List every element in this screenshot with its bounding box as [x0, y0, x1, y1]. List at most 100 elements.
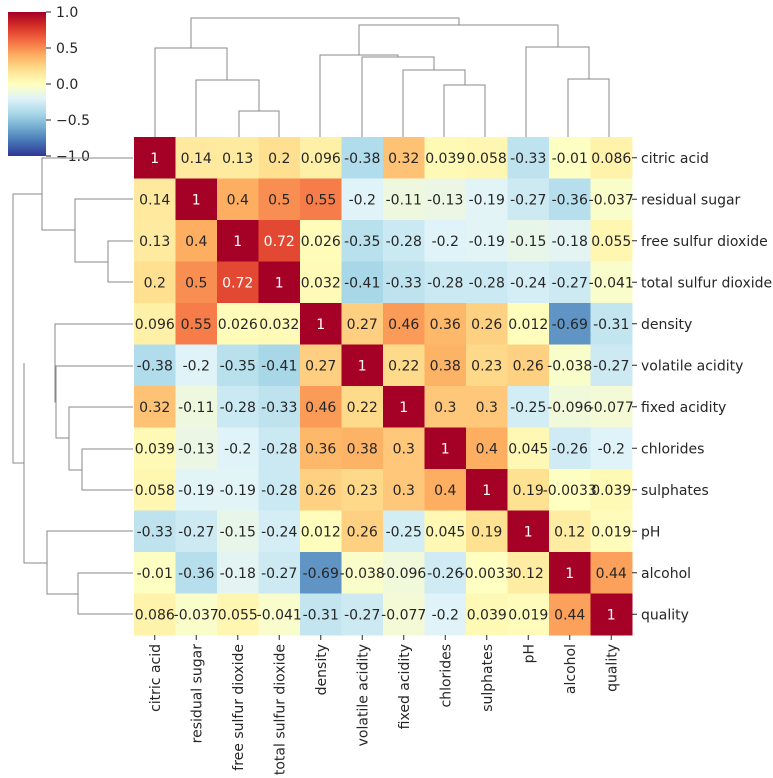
heatmap-cell — [466, 469, 508, 511]
cell-value-label: 1 — [192, 192, 201, 208]
heatmap-cell — [258, 510, 301, 553]
heatmap-cell — [466, 593, 508, 636]
heatmap-cell — [424, 593, 467, 636]
heatmap-cell — [590, 386, 633, 428]
cell-value-label: 0.045 — [425, 524, 465, 540]
heatmap-cell — [134, 510, 176, 553]
cell-value-label: 0.22 — [388, 358, 419, 374]
heatmap-cell — [507, 220, 550, 262]
cell-value-label: -0.26 — [427, 566, 463, 582]
heatmap-cell — [175, 137, 218, 179]
cell-value-label: -0.0033 — [460, 566, 514, 582]
colorbar-tick-label: 0.0 — [56, 77, 78, 93]
cell-value-label: 0.19 — [513, 483, 544, 499]
heatmap-cell — [175, 593, 218, 636]
cell-value-label: -0.2 — [183, 358, 210, 374]
cell-value-label: -0.28 — [386, 234, 422, 250]
cell-value-label: -0.096 — [547, 400, 592, 416]
cell-value-label: 0.5 — [185, 275, 207, 291]
cell-value-label: 0.13 — [222, 151, 253, 167]
heatmap-cell — [507, 137, 550, 179]
heatmap-cell — [217, 178, 259, 221]
heatmap-cell — [341, 303, 384, 345]
cell-value-label: -0.27 — [261, 566, 297, 582]
heatmap-cell — [424, 469, 467, 511]
cell-value-label: 0.14 — [139, 192, 170, 208]
heatmap-cell — [134, 178, 176, 221]
heatmap-cell — [383, 178, 425, 221]
heatmap-cell — [134, 303, 176, 345]
heatmap-cell — [258, 220, 301, 262]
cell-value-label: -0.26 — [552, 441, 588, 457]
heatmap-cell — [383, 386, 425, 428]
column-label: fixed acidity — [397, 644, 413, 729]
heatmap-cell — [258, 593, 301, 636]
row-label: free sulfur dioxide — [641, 234, 768, 250]
heatmap-cell — [134, 427, 176, 470]
cell-value-label: -0.28 — [469, 275, 505, 291]
cell-value-label: -0.27 — [552, 275, 588, 291]
heatmap-cell — [507, 593, 550, 636]
heatmap-cell — [175, 427, 218, 470]
cell-value-label: 0.26 — [347, 524, 378, 540]
heatmap-cell — [300, 386, 342, 428]
cell-value-label: 0.3 — [393, 441, 415, 457]
heatmap-cell — [175, 220, 218, 262]
heatmap-cell — [341, 220, 384, 262]
cell-value-label: 0.055 — [218, 607, 258, 623]
cell-value-label: -0.27 — [344, 607, 380, 623]
heatmap-cell — [549, 427, 591, 470]
cell-value-label: 0.26 — [305, 483, 336, 499]
cell-value-label: -0.038 — [340, 566, 385, 582]
heatmap-cell — [590, 344, 633, 387]
cell-value-label: 1 — [482, 483, 491, 499]
heatmap-cell — [217, 469, 259, 511]
cell-value-label: -0.38 — [344, 151, 380, 167]
heatmap-cell — [590, 552, 633, 594]
cell-value-label: -0.2 — [349, 192, 376, 208]
cell-value-label: 0.23 — [347, 483, 378, 499]
heatmap-cell — [424, 137, 467, 179]
cell-value-label: 0.086 — [591, 151, 631, 167]
heatmap-cell — [466, 386, 508, 428]
cell-value-label: 0.019 — [508, 607, 548, 623]
heatmap-cell — [507, 303, 550, 345]
heatmap-cell — [134, 344, 176, 387]
heatmap-cell — [424, 386, 467, 428]
cell-value-label: -0.28 — [261, 483, 297, 499]
cell-value-label: 0.012 — [301, 524, 341, 540]
cell-value-label: 0.14 — [181, 151, 212, 167]
cell-value-label: -0.037 — [589, 192, 634, 208]
heatmap-cell — [507, 178, 550, 221]
cell-value-label: 0.27 — [347, 317, 378, 333]
cell-value-label: -0.24 — [510, 275, 546, 291]
heatmap-cell — [424, 261, 467, 304]
heatmap-cell — [217, 593, 259, 636]
cell-value-label: -0.0033 — [543, 483, 597, 499]
cell-value-label: 0.4 — [185, 234, 207, 250]
heatmap-cell — [424, 552, 467, 594]
heatmap-cell — [175, 261, 218, 304]
cell-value-label: -0.35 — [220, 358, 256, 374]
column-label: alcohol — [563, 644, 579, 694]
column-dendrogram — [154, 17, 610, 137]
heatmap-cell — [258, 344, 301, 387]
cell-value-label: -0.33 — [137, 524, 173, 540]
heatmap-cell — [258, 427, 301, 470]
cell-value-label: -0.28 — [261, 441, 297, 457]
cell-value-label: 0.039 — [591, 483, 631, 499]
heatmap-cell — [341, 261, 384, 304]
heatmap-cell — [549, 552, 591, 594]
colorbar-tick-label: −0.5 — [56, 113, 90, 129]
heatmap-cell — [300, 593, 342, 636]
row-label: alcohol — [641, 566, 691, 582]
heatmap-cell — [424, 427, 467, 470]
heatmap-cell — [590, 510, 633, 553]
cell-value-label: 0.4 — [227, 192, 249, 208]
colorbar-ticks: 1.0 0.5 0.0 −0.5 −1.0 — [46, 5, 90, 165]
column-label: sulphates — [480, 644, 496, 712]
heatmap-cell — [424, 178, 467, 221]
cell-value-label: 1 — [275, 275, 284, 291]
cell-value-label: 1 — [524, 524, 533, 540]
